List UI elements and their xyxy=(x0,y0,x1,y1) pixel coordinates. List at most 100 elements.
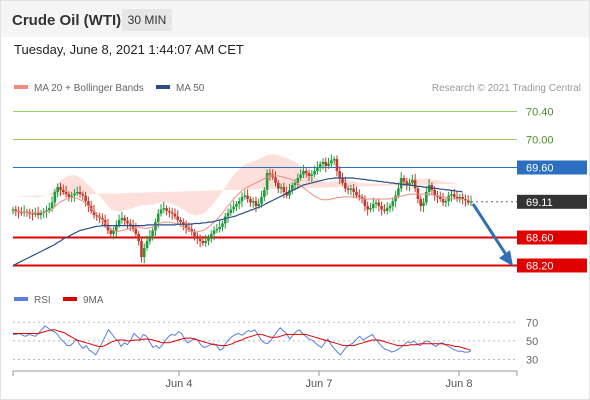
header-bar: Crude Oil (WTI) 30 MIN xyxy=(1,1,589,37)
candle-body xyxy=(433,189,436,196)
candle-body xyxy=(268,173,272,175)
candle xyxy=(204,234,207,247)
candle-body xyxy=(366,206,369,210)
candle-body xyxy=(304,171,308,174)
candle xyxy=(165,205,168,216)
candle-body xyxy=(61,189,65,192)
candle xyxy=(59,182,62,197)
rsi-legend-swatch xyxy=(14,297,28,301)
ma50-line xyxy=(12,177,463,267)
candle xyxy=(332,156,336,165)
candle-body xyxy=(176,216,180,220)
candle xyxy=(140,237,143,263)
candle xyxy=(162,201,166,214)
candle-body xyxy=(405,181,409,185)
candle-body xyxy=(290,185,294,190)
candle xyxy=(232,200,235,214)
candle-body xyxy=(461,196,464,199)
candle-body xyxy=(399,178,403,189)
candle-body xyxy=(330,160,333,164)
candle-body xyxy=(346,188,350,190)
candle xyxy=(388,203,392,213)
candle-body xyxy=(265,173,269,190)
candle xyxy=(81,191,85,200)
candle xyxy=(349,184,353,196)
candle xyxy=(307,169,311,182)
level-label-70.40: 70.40 xyxy=(526,107,554,119)
candle xyxy=(341,172,344,186)
candle xyxy=(184,220,188,234)
candle xyxy=(405,177,409,191)
candle xyxy=(112,226,115,240)
candle-body xyxy=(469,201,473,203)
candle-body xyxy=(408,182,411,185)
timeframe-button[interactable]: 30 MIN xyxy=(122,9,172,31)
rsi-line xyxy=(13,325,472,356)
candle-body xyxy=(240,196,244,202)
level-box-68.60 xyxy=(517,230,587,245)
timestamp: Tuesday, June 8, 2021 1:44:07 AM CET xyxy=(14,42,244,57)
candle xyxy=(413,173,417,193)
candle xyxy=(196,232,199,245)
candle-body xyxy=(140,241,143,258)
candle-body xyxy=(444,201,448,203)
candle xyxy=(321,158,325,170)
candle-body xyxy=(204,241,207,244)
candle-body xyxy=(277,182,280,189)
candle-body xyxy=(455,196,459,199)
candle-body xyxy=(436,195,439,197)
candle-body xyxy=(151,230,154,237)
candle xyxy=(299,169,302,181)
candle xyxy=(419,195,423,212)
candle xyxy=(84,191,87,207)
candle-body xyxy=(142,248,146,258)
candle xyxy=(173,208,177,220)
candle-body xyxy=(316,167,319,171)
candle xyxy=(249,196,252,207)
candle-body xyxy=(332,159,336,161)
candle xyxy=(221,220,224,232)
candle-body xyxy=(156,213,160,223)
candle-body xyxy=(212,230,216,234)
candle xyxy=(338,166,342,185)
candle xyxy=(120,211,124,224)
candle xyxy=(455,190,459,202)
ma9-line xyxy=(13,329,472,351)
candle-body xyxy=(246,195,249,199)
candle xyxy=(28,208,32,220)
candle xyxy=(75,186,79,197)
candle xyxy=(265,169,269,196)
candle-body xyxy=(464,199,467,201)
candle-body xyxy=(198,238,202,241)
candle-body xyxy=(196,236,199,239)
candle xyxy=(142,243,146,264)
candle-body xyxy=(344,182,347,189)
candle-body xyxy=(92,210,96,216)
candle-body xyxy=(402,178,406,182)
candle xyxy=(201,235,205,246)
candle-body xyxy=(218,227,221,230)
candle xyxy=(209,230,213,243)
candle-body xyxy=(263,189,266,197)
candle-body xyxy=(466,200,470,203)
candle-body xyxy=(187,227,191,230)
candle xyxy=(22,205,26,217)
candle-body xyxy=(427,185,431,192)
candle xyxy=(330,154,333,167)
ma9-legend-swatch xyxy=(63,297,77,301)
candle xyxy=(39,210,43,220)
candle-body xyxy=(251,201,255,203)
candle-body xyxy=(101,217,104,220)
candle xyxy=(290,182,294,195)
candle-body xyxy=(137,234,140,241)
candle xyxy=(31,209,34,221)
candle-body xyxy=(447,195,450,202)
level-label-68.60: 68.60 xyxy=(526,233,554,245)
x-axis: Jun 4 Jun 7 Jun 8 xyxy=(12,370,518,390)
candle xyxy=(310,170,314,183)
candle xyxy=(436,191,439,204)
candle xyxy=(374,199,378,209)
candle xyxy=(193,229,196,241)
candle-body xyxy=(296,178,300,183)
